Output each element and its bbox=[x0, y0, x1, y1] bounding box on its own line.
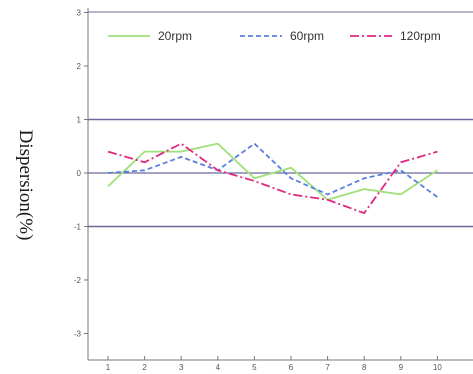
reference-lines bbox=[88, 11, 473, 228]
y-tick-label: 3 bbox=[77, 9, 82, 18]
y-tick-label: 0 bbox=[77, 169, 82, 178]
y-tick-label: -2 bbox=[74, 276, 82, 285]
series-line-60rpm bbox=[107, 142, 438, 198]
legend-label-60rpm: 60rpm bbox=[290, 29, 324, 43]
x-tick-label: 4 bbox=[216, 363, 221, 372]
y-tick-label: -3 bbox=[74, 330, 82, 339]
legend: 20rpm 60rpm 120rpm bbox=[108, 29, 441, 43]
axes bbox=[87, 8, 473, 361]
x-tick-label: 6 bbox=[289, 363, 294, 372]
x-tick-label: 2 bbox=[142, 363, 147, 372]
series-line-20rpm bbox=[107, 142, 438, 201]
x-tick-label: 9 bbox=[399, 363, 404, 372]
x-tick-label: 3 bbox=[179, 363, 184, 372]
x-ticks: 1 2 3 4 5 6 7 8 9 10 bbox=[106, 356, 442, 372]
legend-label-20rpm: 20rpm bbox=[158, 29, 192, 43]
x-tick-label: 1 bbox=[106, 363, 111, 372]
x-tick-label: 5 bbox=[252, 363, 257, 372]
series-line-120rpm bbox=[107, 142, 438, 215]
x-tick-label: 7 bbox=[325, 363, 330, 372]
y-tick-label: 1 bbox=[77, 116, 82, 125]
y-tick-label: -1 bbox=[74, 223, 82, 232]
x-tick-label: 8 bbox=[362, 363, 367, 372]
y-axis-label: Dispersion(%) bbox=[15, 130, 36, 241]
y-tick-label: 2 bbox=[77, 62, 82, 71]
series-lines bbox=[107, 142, 438, 215]
x-tick-label: 10 bbox=[433, 363, 442, 372]
legend-label-120rpm: 120rpm bbox=[400, 29, 441, 43]
y-ticks: 3 2 1 0 -1 -2 -3 bbox=[74, 9, 88, 339]
